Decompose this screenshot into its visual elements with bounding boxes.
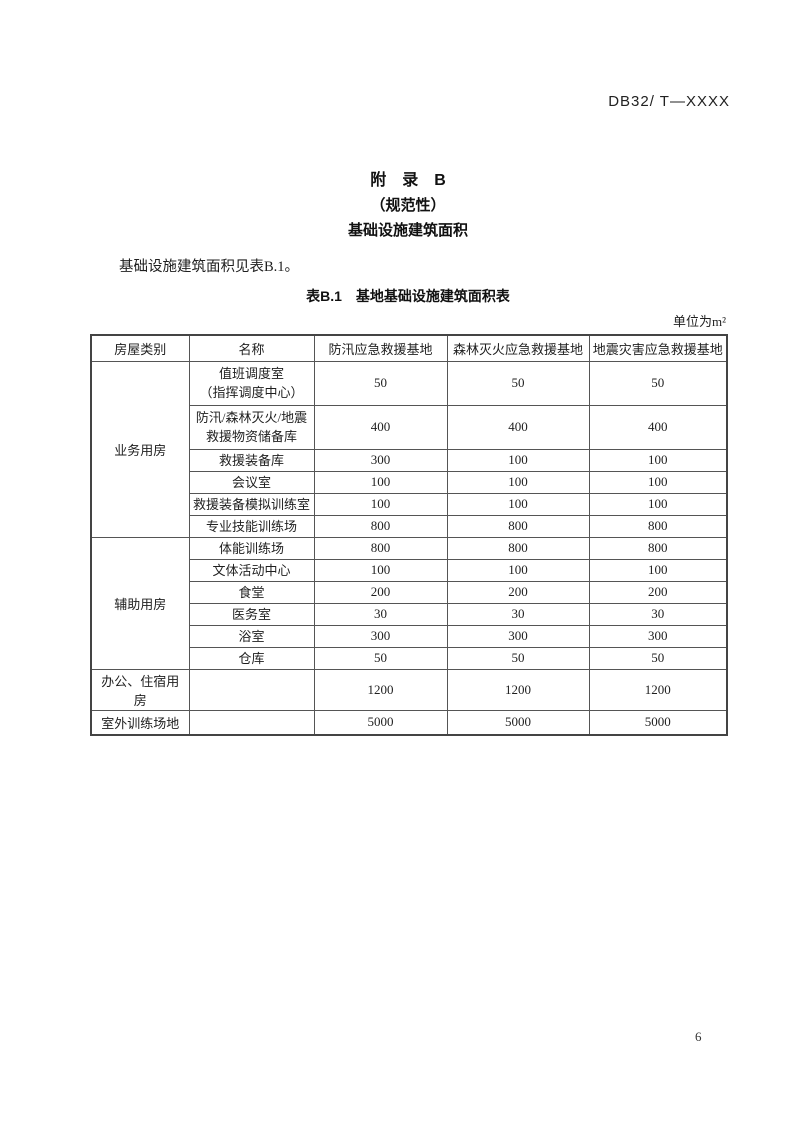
name-cell: 食堂 <box>188 580 315 604</box>
category-cell-office: 办公、住宿用房 <box>90 668 190 711</box>
name-cell <box>188 709 315 736</box>
value-cell: 300 <box>313 448 448 472</box>
value-cell: 300 <box>313 624 448 648</box>
value-cell: 800 <box>446 514 590 538</box>
area-table: 房屋类别 名称 防汛应急救援基地 森林灭火应急救援基地 地震灾害应急救援基地 业… <box>90 334 728 736</box>
value-cell: 30 <box>588 602 728 626</box>
name-cell: 仓库 <box>188 646 315 670</box>
value-cell: 100 <box>313 492 448 516</box>
table-row: 办公、住宿用房 1200 1200 1200 <box>90 668 728 711</box>
table-row: 食堂 200 200 200 <box>91 580 728 604</box>
value-cell: 50 <box>313 646 448 670</box>
appendix-subtitle: （规范性） <box>370 197 446 214</box>
name-cell: 防汛/森林灭火/地震 救援物资储备库 <box>188 404 315 450</box>
value-cell: 100 <box>588 470 728 494</box>
column-header-forestfire-base: 森林灭火应急救援基地 <box>446 334 590 362</box>
value-cell: 1200 <box>588 668 728 711</box>
page-number: 6 <box>695 1029 702 1044</box>
value-cell: 800 <box>446 536 590 560</box>
table-row: 文体活动中心 100 100 100 <box>91 558 728 582</box>
name-cell: 救援装备模拟训练室 <box>188 492 315 516</box>
name-cell: 会议室 <box>188 470 315 494</box>
column-header-category: 房屋类别 <box>90 334 190 362</box>
value-cell: 100 <box>588 558 728 582</box>
value-cell: 5000 <box>588 709 728 736</box>
value-cell: 100 <box>588 492 728 516</box>
column-header-flood-base: 防汛应急救援基地 <box>313 334 448 362</box>
name-cell: 浴室 <box>188 624 315 648</box>
value-cell: 100 <box>313 470 448 494</box>
category-cell-auxiliary: 辅助用房 <box>90 536 190 670</box>
value-cell: 50 <box>588 360 728 406</box>
table-caption: 表B.1 基地基础设施建筑面积表 <box>306 288 510 304</box>
name-cell <box>188 668 315 711</box>
value-cell: 30 <box>446 602 590 626</box>
name-cell: 文体活动中心 <box>188 558 315 582</box>
table-row: 业务用房 值班调度室 （指挥调度中心） 50 50 50 <box>90 360 728 538</box>
name-cell: 专业技能训练场 <box>188 514 315 538</box>
value-cell: 400 <box>588 404 728 450</box>
value-cell: 5000 <box>446 709 590 736</box>
category-cell-outdoor: 室外训练场地 <box>90 709 190 736</box>
name-cell: 值班调度室 （指挥调度中心） <box>188 360 315 406</box>
value-cell: 5000 <box>313 709 448 736</box>
table-row: 防汛/森林灭火/地震 救援物资储备库 400 400 400 <box>91 404 728 450</box>
value-cell: 300 <box>446 624 590 648</box>
name-cell: 体能训练场 <box>188 536 315 560</box>
value-cell: 200 <box>446 580 590 604</box>
value-cell: 50 <box>588 646 728 670</box>
value-cell: 800 <box>588 536 728 560</box>
value-cell: 1200 <box>446 668 590 711</box>
column-header-earthquake-base: 地震灾害应急救援基地 <box>588 334 728 362</box>
value-cell: 50 <box>313 360 448 406</box>
appendix-title: 附 录 B <box>370 172 446 189</box>
value-cell: 100 <box>446 492 590 516</box>
table-row: 辅助用房 体能训练场 800 800 800 <box>90 536 728 670</box>
content-area: 附 录 B （规范性） 基础设施建筑面积 基础设施建筑面积见表B.1。 表B.1… <box>90 0 728 736</box>
standard-code: DB32/ T—XXXX <box>608 93 730 110</box>
value-cell: 100 <box>313 558 448 582</box>
value-cell: 100 <box>446 448 590 472</box>
table-row: 医务室 30 30 30 <box>91 602 728 626</box>
value-cell: 100 <box>588 448 728 472</box>
column-header-name: 名称 <box>188 334 315 362</box>
appendix-title-block: 附 录 B （规范性） 基础设施建筑面积 <box>90 168 726 243</box>
value-cell: 200 <box>313 580 448 604</box>
value-cell: 100 <box>446 470 590 494</box>
value-cell: 30 <box>313 602 448 626</box>
table-row: 室外训练场地 5000 5000 5000 <box>90 709 728 736</box>
name-cell: 救援装备库 <box>188 448 315 472</box>
appendix-heading: 基础设施建筑面积 <box>347 222 468 239</box>
name-cell: 医务室 <box>188 602 315 626</box>
value-cell: 1200 <box>313 668 448 711</box>
value-cell: 50 <box>446 646 590 670</box>
value-cell: 200 <box>588 580 728 604</box>
value-cell: 50 <box>446 360 590 406</box>
value-cell: 300 <box>588 624 728 648</box>
value-cell: 400 <box>446 404 590 450</box>
unit-note: 单位为m² <box>672 314 726 329</box>
value-cell: 800 <box>313 514 448 538</box>
intro-paragraph: 基础设施建筑面积见表B.1。 <box>119 259 300 275</box>
value-cell: 800 <box>588 514 728 538</box>
category-cell-business: 业务用房 <box>90 360 190 538</box>
value-cell: 100 <box>446 558 590 582</box>
table-row: 浴室 300 300 300 <box>91 624 728 648</box>
value-cell: 800 <box>313 536 448 560</box>
table-row: 救援装备库 300 100 100 <box>91 448 728 472</box>
value-cell: 400 <box>313 404 448 450</box>
table-header-row: 房屋类别 名称 防汛应急救援基地 森林灭火应急救援基地 地震灾害应急救援基地 <box>90 334 728 362</box>
